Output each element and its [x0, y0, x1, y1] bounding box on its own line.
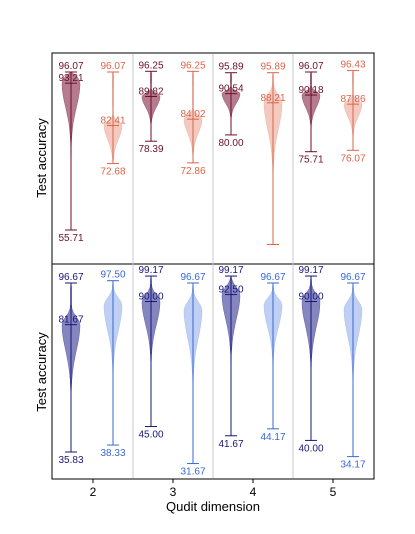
mean-label-p1-s0-c3: 90.00: [138, 292, 163, 303]
max-label-p1-s0-c3: 99.17: [138, 265, 163, 276]
mean-label-p1-s0-c4: 92.50: [218, 285, 243, 296]
mean-label-p1-s0-c5: 90.00: [298, 292, 323, 303]
x-tick-layer: 2 3 4 5: [90, 479, 337, 499]
min-label-p0-s0-c5: 75.71: [298, 155, 323, 166]
mean-label-p0-s0-c4: 90.54: [218, 84, 243, 95]
max-label-p0-s0-c5: 96.07: [298, 61, 323, 72]
mean-label-p0-s0-c2: 93.21: [58, 73, 83, 84]
max-label-p0-s0-c2: 96.07: [58, 61, 83, 72]
max-label-p1-s0-c5: 99.17: [298, 265, 323, 276]
max-label-p1-s1-c4: 96.67: [260, 272, 285, 283]
max-label-p0-s0-c4: 95.89: [218, 62, 243, 73]
x-axis-label: Qudit dimension: [166, 499, 260, 514]
max-label-p1-s1-c2: 97.50: [100, 270, 125, 281]
min-label-p1-s0-c3: 45.00: [138, 430, 163, 441]
x-tick-label-3: 3: [170, 485, 177, 499]
mean-label-p0-s1-c3: 84.02: [180, 109, 205, 120]
mean-label-p0-s0-c3: 89.82: [138, 86, 163, 97]
min-label-p1-s1-c2: 38.33: [100, 448, 125, 459]
mean-label-p0-s1-c2: 82.41: [100, 115, 125, 126]
min-label-p0-s1-c3: 72.86: [180, 166, 205, 177]
min-label-p0-s0-c2: 55.71: [58, 233, 83, 244]
mean-label-p0-s0-c5: 90.18: [298, 85, 323, 96]
min-label-p1-s1-c4: 44.17: [260, 432, 285, 443]
violin-layer: [61, 70, 363, 465]
min-label-p1-s1-c5: 34.17: [340, 460, 365, 471]
max-label-p0-s0-c3: 96.25: [138, 60, 163, 71]
max-label-p0-s1-c4: 95.89: [260, 62, 285, 73]
max-label-p1-s1-c3: 96.67: [180, 272, 205, 283]
x-tick-label-5: 5: [330, 485, 337, 499]
min-label-p0-s0-c3: 78.39: [138, 144, 163, 155]
x-tick-label-2: 2: [90, 485, 97, 499]
x-tick-label-4: 4: [250, 485, 257, 499]
max-label-p1-s1-c5: 96.67: [340, 272, 365, 283]
mean-label-p0-s1-c4: 88.21: [260, 93, 285, 104]
bottom-panel-ylabel: Test accuracy: [34, 332, 49, 412]
max-label-p0-s1-c3: 96.25: [180, 60, 205, 71]
max-label-p1-s0-c2: 96.67: [58, 272, 83, 283]
max-label-p1-s0-c4: 99.17: [218, 265, 243, 276]
min-label-p1-s1-c3: 31.67: [180, 467, 205, 478]
mean-label-p0-s1-c5: 87.86: [340, 94, 365, 105]
max-label-p0-s1-c2: 96.07: [100, 61, 125, 72]
min-label-p0-s0-c4: 80.00: [218, 138, 243, 149]
min-label-p0-s1-c5: 76.07: [340, 153, 365, 164]
top-panel-ylabel: Test accuracy: [34, 118, 49, 198]
min-label-p1-s0-c4: 41.67: [218, 439, 243, 450]
min-label-p1-s0-c5: 40.00: [298, 443, 323, 454]
category-separators: [132, 54, 294, 478]
value-label-layer: 96.0793.2155.7196.2589.8278.3995.8990.54…: [58, 60, 365, 478]
min-label-p1-s0-c2: 35.83: [58, 455, 83, 466]
min-label-p0-s1-c2: 72.68: [100, 167, 125, 178]
mean-label-p1-s0-c2: 81.67: [58, 315, 83, 326]
max-label-p0-s1-c5: 96.43: [340, 60, 365, 71]
